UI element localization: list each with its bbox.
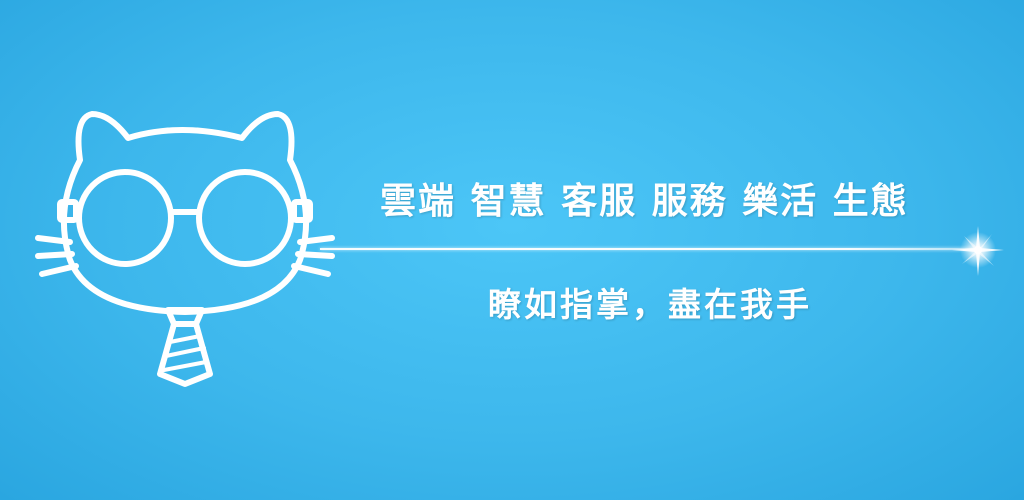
light-streak-line: [320, 248, 980, 250]
headline-text: 雲端 智慧 客服 服務 樂活 生態: [380, 181, 909, 222]
cat-mascot-icon: [35, 111, 335, 387]
tagline-text: 瞭如指掌，盡在我手: [488, 285, 812, 324]
sparkle-star-icon: [952, 226, 1004, 276]
